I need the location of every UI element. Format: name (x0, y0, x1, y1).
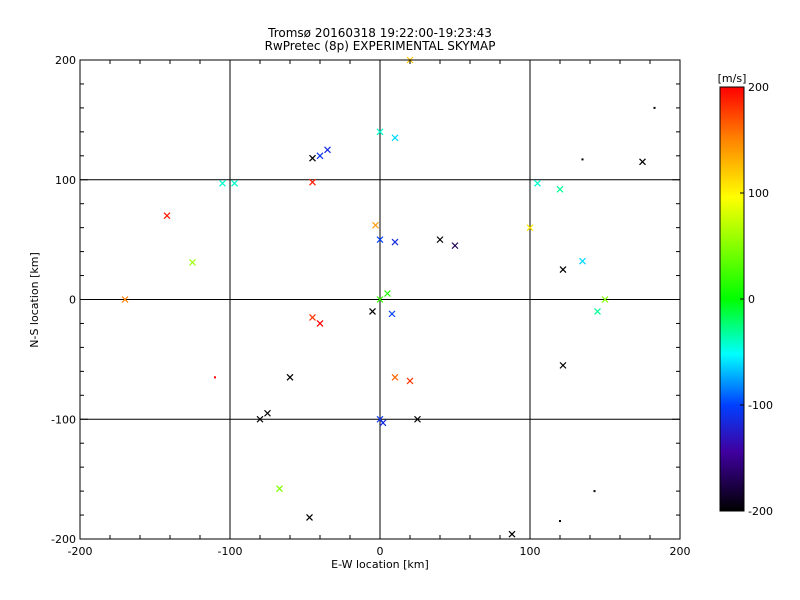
x-tick-label: 0 (377, 545, 384, 558)
data-point-x (309, 178, 316, 186)
x-tick-label: -100 (218, 545, 243, 558)
data-point-x (324, 146, 331, 154)
colorbar-tick-label: -100 (748, 399, 773, 412)
data-point-x (369, 308, 376, 315)
data-point-x (579, 257, 586, 265)
data-point-x (163, 212, 171, 220)
data-point-x (264, 409, 271, 417)
data-point-x (391, 134, 399, 142)
axes: -200 -100 0 100 200 -200 -100 0 100 200 (51, 54, 690, 558)
data-point-x (219, 179, 226, 187)
data-point-x (309, 314, 316, 321)
data-point-x (559, 266, 567, 273)
x-tick-label: 200 (670, 545, 691, 558)
y-tick-label: -200 (51, 533, 76, 546)
data-point-dot (581, 158, 584, 161)
data-point-dot (593, 490, 596, 493)
colorbar-label: [m/s] (718, 72, 747, 85)
x-axis-label: E-W location [km] (331, 558, 429, 571)
data-point-x (306, 514, 313, 521)
y-tick-label: 100 (55, 174, 76, 187)
data-point-x (534, 179, 541, 187)
data-point-x (388, 310, 396, 318)
y-tick-label: -100 (51, 413, 76, 426)
data-point-x (556, 185, 564, 193)
data-point-x (256, 415, 264, 423)
data-point-dot (214, 376, 216, 379)
data-point-x (286, 373, 294, 381)
data-point-x (508, 530, 516, 538)
data-point-x (309, 154, 316, 162)
x-tick-label: -200 (68, 545, 93, 558)
data-point-x (276, 485, 283, 493)
data-point-dot (559, 520, 561, 523)
data-point-x (372, 221, 379, 229)
chart-title: Tromsø 20160318 19:22:00-19:23:43 (267, 26, 492, 40)
data-point-x (121, 296, 129, 303)
data-point-x (391, 373, 399, 381)
data-point-x (594, 308, 601, 315)
data-point-x (376, 128, 384, 136)
colorbar-ticks: 200 100 0 -100 -200 (740, 81, 773, 518)
colorbar-tick-label: 100 (748, 187, 769, 200)
x-tick-label: 100 (520, 545, 541, 558)
data-point-x (559, 361, 567, 369)
data-point-x (316, 152, 324, 160)
data-point-x (406, 377, 414, 385)
data-point-x (376, 296, 384, 303)
data-point-x (391, 238, 399, 246)
y-tick-label: 0 (69, 294, 76, 307)
colorbar-tick-label: 200 (748, 81, 769, 94)
data-point-dot (653, 106, 656, 109)
colorbar-tick-label: 0 (748, 293, 755, 306)
data-point-x (316, 320, 324, 327)
data-point-x (414, 415, 421, 423)
data-point-x (436, 236, 444, 244)
colorbar-tick-label: -200 (748, 505, 773, 518)
data-point-x (601, 296, 609, 303)
data-point-x (526, 224, 534, 232)
y-tick-label: 200 (55, 54, 76, 67)
y-axis-label: N-S location [km] (28, 252, 41, 348)
data-point-x (451, 242, 459, 250)
data-point-x (376, 236, 384, 244)
data-point-x (189, 258, 196, 266)
data-point-x (384, 290, 391, 297)
data-point-x (379, 419, 387, 427)
chart-subtitle: RwPretec (8p) EXPERIMENTAL SKYMAP (265, 39, 496, 53)
data-points (121, 56, 656, 538)
data-point-x (231, 179, 238, 187)
data-point-x (639, 158, 646, 166)
